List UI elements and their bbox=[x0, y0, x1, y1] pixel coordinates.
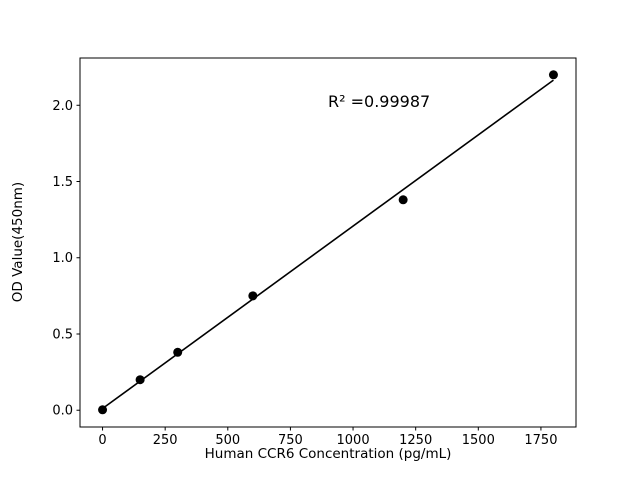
x-axis-label: Human CCR6 Concentration (pg/mL) bbox=[205, 446, 452, 462]
x-tick-label: 1500 bbox=[462, 433, 495, 448]
x-tick-label: 1000 bbox=[337, 433, 370, 448]
data-point bbox=[248, 291, 258, 301]
x-tick-label: 1250 bbox=[399, 433, 432, 448]
plot-area: 0 250 500 750 1000 1250 1500 1750 0.0 0.5 1.0 1.5 2.… bbox=[52, 57, 577, 448]
data-point bbox=[398, 195, 408, 205]
y-tick-label: 0.5 bbox=[52, 327, 73, 342]
data-point bbox=[98, 405, 108, 415]
y-tick-label: 2.0 bbox=[52, 99, 73, 114]
y-tick-label: 1.0 bbox=[52, 251, 73, 266]
y-tick-label: 0.0 bbox=[52, 404, 73, 419]
x-tick-label: 500 bbox=[215, 433, 240, 448]
x-tick-label: 0 bbox=[98, 433, 106, 448]
y-tick-label: 1.5 bbox=[52, 175, 73, 190]
data-point bbox=[173, 347, 183, 357]
x-tick-label: 250 bbox=[153, 433, 178, 448]
axes-frame bbox=[79, 57, 577, 428]
y-axis-label: OD Value(450nm) bbox=[10, 182, 26, 302]
x-tick-label: 1750 bbox=[524, 433, 557, 448]
fit-line bbox=[102, 79, 554, 410]
data-point bbox=[135, 375, 145, 385]
r-squared-annotation: R² =0.99987 bbox=[328, 92, 430, 111]
x-tick-label: 750 bbox=[278, 433, 303, 448]
data-point bbox=[548, 70, 558, 80]
